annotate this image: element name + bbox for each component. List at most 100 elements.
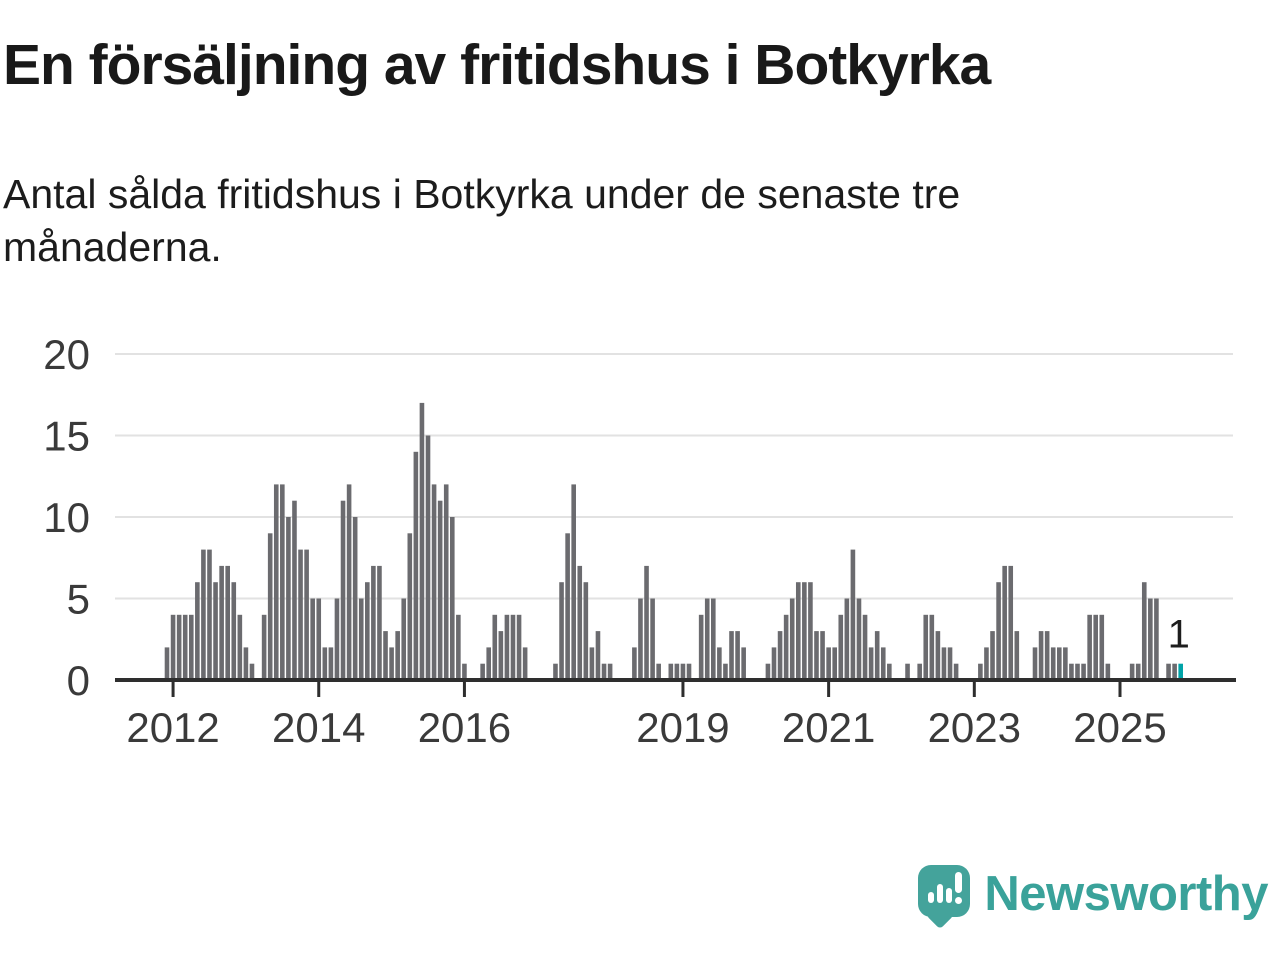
bar — [874, 631, 880, 680]
y-axis-tick-label: 10 — [43, 494, 90, 541]
bar — [358, 598, 364, 680]
bar — [698, 614, 704, 680]
bar — [789, 598, 795, 680]
bar — [316, 598, 322, 680]
bar — [656, 663, 661, 680]
bar — [565, 533, 570, 680]
bar — [577, 565, 583, 680]
y-axis-tick-label: 0 — [67, 657, 90, 704]
bar — [164, 647, 170, 680]
bar — [456, 614, 461, 680]
bar — [589, 647, 595, 680]
bar — [298, 549, 303, 680]
bar — [996, 582, 1001, 680]
bar — [905, 663, 910, 680]
bar — [510, 614, 516, 680]
bar — [820, 631, 825, 680]
bar — [207, 549, 212, 680]
bar — [449, 517, 455, 680]
bar — [723, 663, 728, 680]
bar — [280, 484, 285, 680]
bar — [425, 435, 431, 680]
bar — [632, 647, 637, 680]
bar — [607, 663, 613, 680]
bar — [832, 647, 837, 680]
bar — [443, 484, 449, 680]
bar — [844, 598, 850, 680]
bar — [188, 614, 194, 680]
bar-highlight-latest — [1178, 663, 1183, 680]
bar — [249, 663, 255, 680]
bar — [868, 647, 874, 680]
x-axis-tick-label: 2023 — [928, 704, 1021, 751]
bar — [704, 598, 710, 680]
bar — [1087, 614, 1092, 680]
newsworthy-bubble-barchart-icon — [918, 861, 971, 930]
bar — [340, 500, 346, 680]
bar — [765, 663, 771, 680]
bar — [1166, 663, 1171, 680]
bar — [638, 598, 643, 680]
bar — [225, 565, 230, 680]
x-axis-tick-label: 2016 — [418, 704, 511, 751]
bar — [1105, 663, 1111, 680]
bar — [795, 582, 801, 680]
bar — [929, 614, 935, 680]
bar — [838, 614, 844, 680]
bar — [504, 614, 510, 680]
x-axis-tick-label: 2014 — [272, 704, 365, 751]
bar — [243, 647, 249, 680]
bar — [571, 484, 576, 680]
bar — [978, 663, 983, 680]
bar — [413, 451, 419, 680]
bar — [717, 647, 722, 680]
bar — [583, 582, 589, 680]
bar — [1081, 663, 1086, 680]
bar — [310, 598, 315, 680]
bar — [286, 517, 291, 680]
bar — [437, 500, 443, 680]
bar — [431, 484, 437, 680]
bar — [601, 663, 607, 680]
bar — [389, 647, 394, 680]
bar — [365, 582, 370, 680]
bar — [711, 598, 716, 680]
bar — [856, 598, 862, 680]
bar — [328, 647, 334, 680]
bar — [1129, 663, 1135, 680]
bar — [213, 582, 218, 680]
bar — [668, 663, 674, 680]
bar — [334, 598, 340, 680]
bar — [680, 663, 686, 680]
bar — [176, 614, 182, 680]
x-axis-tick-label: 2019 — [636, 704, 729, 751]
bar — [1141, 582, 1147, 680]
y-axis-tick-label: 15 — [43, 413, 90, 460]
bar — [953, 663, 959, 680]
page-title: En försäljning av fritidshus i Botkyrka — [3, 33, 991, 97]
bar — [261, 614, 267, 680]
bar — [377, 565, 382, 680]
bar — [267, 533, 273, 680]
bar — [650, 598, 655, 680]
y-axis-tick-label: 20 — [43, 331, 90, 378]
bar — [383, 631, 388, 680]
latest-value-label: 1 — [1168, 613, 1190, 657]
bar — [371, 565, 376, 680]
bar — [917, 663, 922, 680]
bar — [808, 582, 813, 680]
bar — [1093, 614, 1099, 680]
bar — [1069, 663, 1074, 680]
bar — [395, 631, 400, 680]
bar — [182, 614, 188, 680]
bar — [219, 565, 224, 680]
bar — [195, 582, 200, 680]
bar — [887, 663, 892, 680]
bar — [777, 631, 783, 680]
bar — [923, 614, 929, 680]
brand-name: Newsworthy — [984, 867, 1268, 921]
bar — [771, 647, 777, 680]
y-axis-tick-label: 5 — [67, 576, 90, 623]
bar — [862, 614, 868, 680]
bar — [201, 549, 206, 680]
